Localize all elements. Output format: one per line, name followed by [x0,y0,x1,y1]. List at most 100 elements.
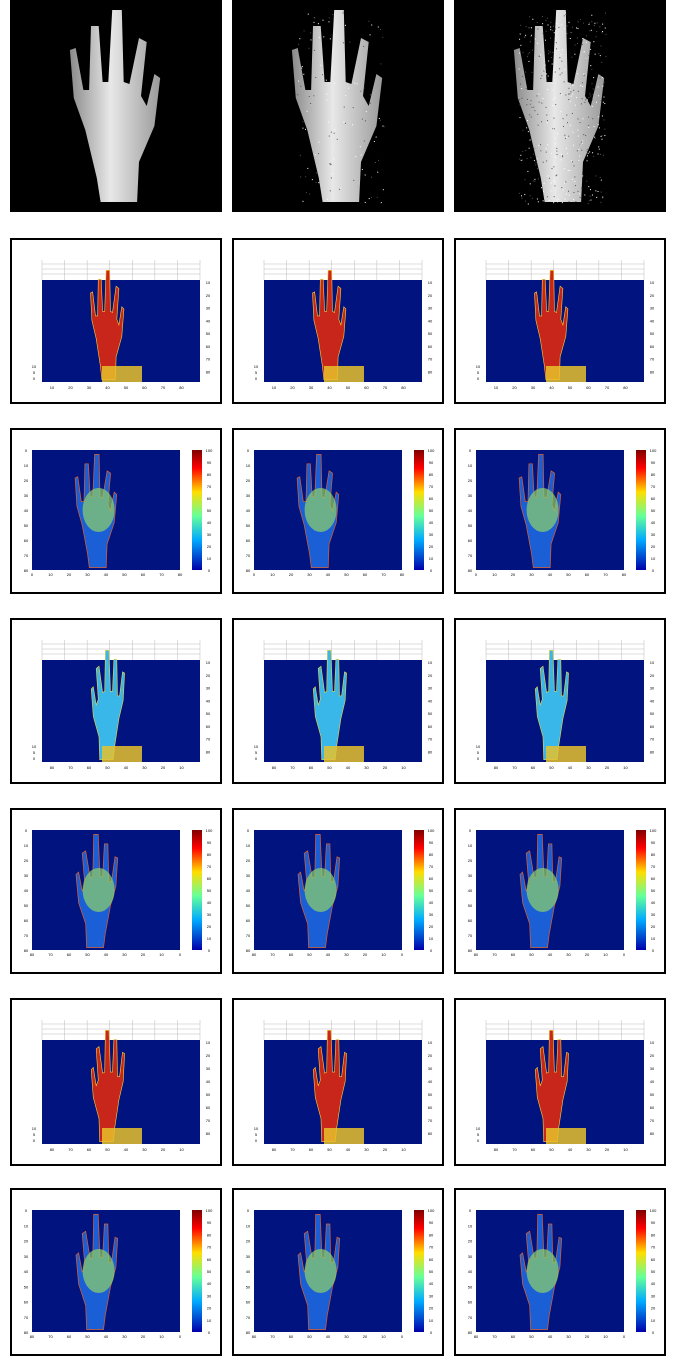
noise-dot [593,155,595,157]
y-tick-label: 80 [650,369,655,374]
noise-dot [563,168,565,170]
x-tick-label: 20 [363,1334,368,1339]
noise-dot [343,121,345,123]
noise-dot [537,178,539,180]
noise-dot [579,143,581,145]
noise-dot [541,75,543,77]
colormap-2d-figure: 1009080706050403020100010203040506070808… [468,1208,657,1339]
noise-dot [559,93,561,95]
colorbar-tick-label: 80 [207,1232,212,1237]
y-tick-label: 10 [428,1040,433,1045]
x-tick-label: 50 [529,1334,534,1339]
x-tick-label: 60 [309,1147,314,1152]
colorbar-tick-label: 50 [651,888,656,893]
noise-dot [598,95,600,97]
noise-dot [334,82,336,84]
colorbar-tick-label: 90 [207,840,212,845]
colorbar-tick-label: 20 [207,924,212,929]
x-tick-label: 10 [494,385,499,390]
noise-dot [363,87,365,89]
noise-dot [599,55,601,57]
noise-dot [553,89,555,91]
x-tick-label: 50 [105,1147,110,1152]
panel-row5-col1: 100 90 80 70 60 50 40 30 20 10 0 0 10 20 30 40 50 60 70 80 8… [10,808,222,974]
x-tick-label: 80 [623,385,628,390]
panel-row6-col3: 10 20 30 40 50 60 70 80 10 5 0 80 70 60 50 40 30 20 10 [454,998,666,1166]
y-tick-label: 30 [246,1254,251,1259]
noise-dot [556,174,558,176]
y-tick-label: 0 [469,1208,472,1213]
x-tick-label: 50 [307,1334,312,1339]
noise-dot [558,26,560,28]
noise-dot [531,197,533,199]
colorbar-tick-label: 80 [429,1232,434,1237]
noise-dot [376,196,378,198]
noise-dot [364,201,366,203]
surface-base [324,1128,364,1144]
noise-dot [368,198,370,200]
noise-dot [574,176,576,178]
noise-dot [562,118,564,120]
noise-dot [570,32,572,34]
colorbar-tick-label: 10 [651,936,656,941]
y-tick-label: 50 [428,331,433,336]
noise-dot [522,76,524,78]
x-tick-label: 70 [290,1147,295,1152]
noise-dot [554,137,556,139]
noise-dot [546,122,548,124]
noise-dot [550,29,552,31]
colorbar-tick-label: 70 [207,864,212,869]
y-tick-label: 50 [206,1092,211,1097]
y-tick-label: 50 [468,903,473,908]
noise-dot [601,62,603,64]
noise-dot [597,190,599,192]
surface-hand [312,1030,347,1142]
noise-dot [540,54,542,56]
y-tick-label: 40 [24,1269,29,1274]
y-tick-label: 10 [428,660,433,665]
x-tick-label: 30 [566,952,571,957]
noise-dot [546,17,548,19]
y-tick-label: 80 [246,1330,251,1335]
y-tick-label: 80 [246,568,251,573]
y-tick-label: 50 [650,331,655,336]
colorbar-tick-label: 50 [207,888,212,893]
noise-dot [590,65,592,67]
noise-dot [562,189,564,191]
noise-dot [328,17,330,19]
x-tick-label: 10 [623,1147,628,1152]
noise-dot [344,122,346,124]
noise-dot [590,48,592,50]
x-tick-label: 80 [179,385,184,390]
noise-dot [538,144,540,146]
noise-dot [533,153,535,155]
noise-dot [564,182,566,184]
noise-dot [596,196,598,198]
x-tick-label: 40 [548,1334,553,1339]
y-tick-label: 10 [246,843,251,848]
noise-dot [527,53,529,55]
noise-dot [587,152,589,154]
noise-dot [545,20,547,22]
noise-dot [542,23,544,25]
noise-dot [522,151,524,153]
noise-dot [535,164,537,166]
y-tick-label: 20 [206,673,211,678]
noise-dot [601,138,603,140]
noise-dot [604,128,606,130]
colorbar-tick-label: 90 [207,460,212,465]
noise-dot [530,138,532,140]
noise-dot [592,118,594,120]
x-tick-label: 0 [253,572,256,577]
noise-dot [330,163,332,165]
noise-dot [541,187,543,189]
noise-dot [599,26,601,28]
x-tick-label: 60 [364,385,369,390]
noise-dot [544,64,546,66]
noise-dot [566,32,568,34]
noise-dot [548,60,550,62]
colormap-2d-figure: 1009080706050403020100010203040506070808… [24,1208,213,1339]
noise-dot [565,181,567,183]
x-tick-label: 50 [549,1147,554,1152]
